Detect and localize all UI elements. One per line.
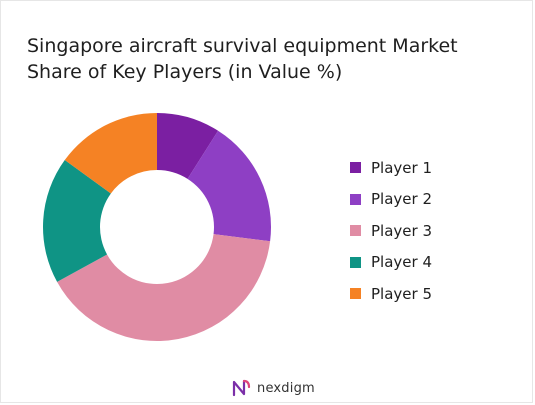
slice-player-4 — [42, 159, 111, 282]
legend-swatch — [350, 193, 361, 205]
chart-legend: Player 1 Player 2 Player 3 Player 4 Player 5 — [350, 152, 432, 310]
legend-label: Player 4 — [371, 253, 432, 272]
legend-item: Player 3 — [350, 215, 432, 247]
legend-label: Player 3 — [371, 221, 432, 240]
legend-swatch — [350, 288, 361, 300]
legend-swatch — [350, 162, 361, 174]
slice-player-5 — [64, 113, 157, 194]
legend-label: Player 1 — [371, 158, 432, 177]
legend-swatch — [350, 225, 361, 237]
legend-item: Player 1 — [350, 152, 432, 184]
nexdigm-logo-icon — [232, 379, 251, 397]
legend-item: Player 5 — [350, 278, 432, 310]
legend-label: Player 5 — [371, 284, 432, 303]
legend-item: Player 4 — [350, 247, 432, 279]
legend-label: Player 2 — [371, 190, 432, 209]
slice-player-2 — [187, 130, 271, 242]
brand-name: nexdigm — [257, 380, 315, 396]
slice-player-3 — [57, 234, 271, 342]
legend-swatch — [350, 256, 361, 268]
slice-player-1 — [157, 113, 219, 179]
legend-item: Player 2 — [350, 184, 432, 216]
chart-title: Singapore aircraft survival equipment Ma… — [27, 35, 458, 83]
brand-logo: nexdigm — [232, 379, 315, 397]
